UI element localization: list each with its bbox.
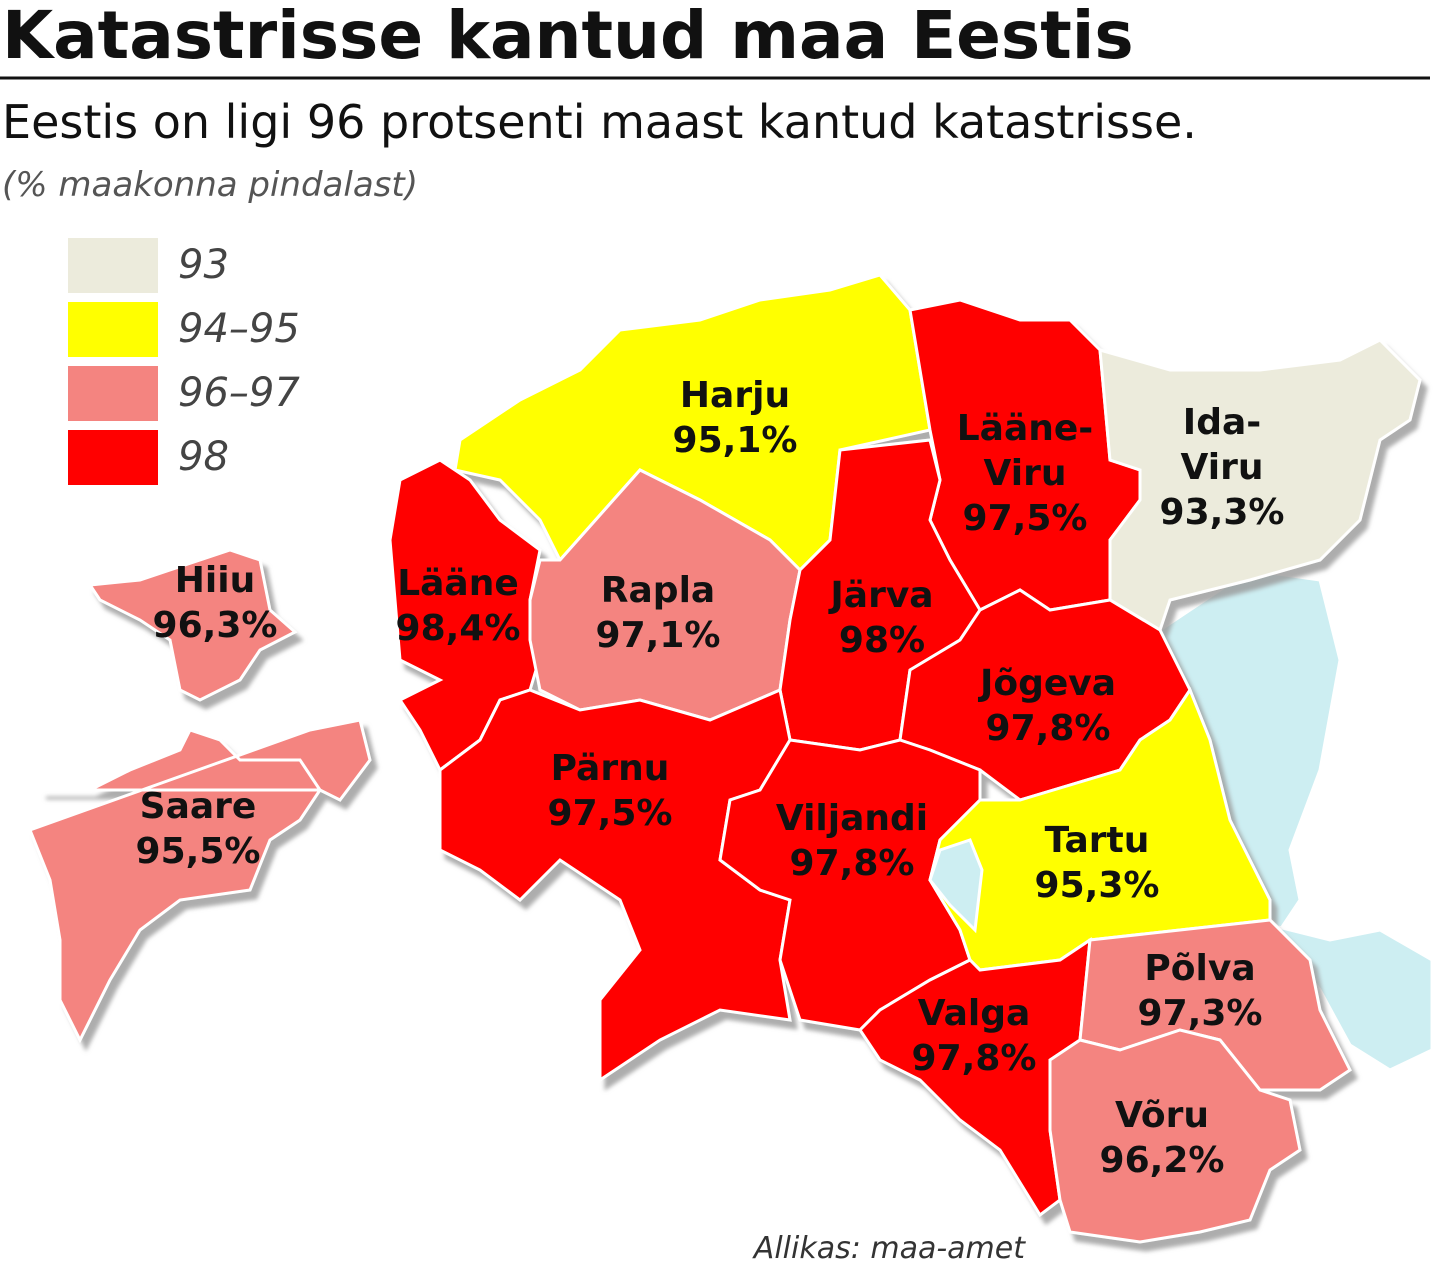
region-name: Pärnu — [551, 748, 670, 789]
region-name: Lääne- — [957, 408, 1094, 449]
region-name: Valga — [918, 993, 1031, 1034]
source: Allikas: maa-amet — [752, 1231, 1026, 1264]
region-name: Tartu — [1045, 820, 1150, 861]
region-name: Ida- — [1183, 402, 1261, 443]
subtitle: Eestis on ligi 96 protsenti maast kantud… — [2, 95, 1197, 149]
region-value: 96,2% — [1100, 1140, 1225, 1181]
region-value: 96,3% — [153, 605, 278, 646]
legend-label: 96–97 — [178, 370, 300, 416]
legend-swatch — [68, 366, 158, 421]
region-name: Viljandi — [776, 798, 928, 839]
regions — [28, 273, 1422, 1244]
region-value: 97,8% — [986, 708, 1111, 749]
lake-vortsjarv — [928, 838, 984, 934]
region-value: 95,3% — [1035, 865, 1160, 906]
region-value: 98% — [839, 620, 925, 661]
region-name: Rapla — [601, 570, 715, 611]
legend-label: 93 — [178, 242, 229, 288]
region-name: Lääne — [397, 563, 519, 604]
legend: 93 94–95 96–97 98 — [68, 238, 300, 485]
region-value: 97,5% — [963, 498, 1088, 539]
legend-swatch — [68, 238, 158, 293]
region-name: Saare — [140, 786, 257, 827]
region-value: 97,8% — [912, 1038, 1037, 1079]
region-name: Järva — [827, 575, 933, 616]
region — [1098, 338, 1422, 633]
region-value: 97,5% — [548, 793, 673, 834]
region-name: Põlva — [1144, 948, 1255, 989]
region-value: 97,3% — [1138, 993, 1263, 1034]
legend-swatch — [68, 430, 158, 485]
legend-label: 94–95 — [178, 306, 300, 352]
region — [28, 718, 372, 1044]
region-name: Võru — [1115, 1095, 1209, 1136]
legend-label: 98 — [178, 434, 229, 480]
title: Katastrisse kantud maa Eestis — [2, 0, 1134, 74]
region-name: Hiiu — [175, 560, 255, 601]
region-name: Jõgeva — [977, 663, 1116, 704]
region-name: Viru — [1181, 447, 1264, 488]
region — [1048, 1028, 1302, 1244]
region-value: 93,3% — [1160, 492, 1285, 533]
region-value: 97,8% — [790, 843, 915, 884]
region-value: 97,1% — [596, 615, 721, 656]
region-value: 95,5% — [136, 831, 261, 872]
legend-swatch — [68, 302, 158, 357]
unit-note: (% maakonna pindalast) — [2, 165, 418, 205]
region-name: Harju — [680, 375, 790, 416]
region-value: 98,4% — [396, 608, 521, 649]
region — [87, 548, 298, 702]
region-name: Viru — [984, 453, 1067, 494]
region-value: 95,1% — [673, 420, 798, 461]
